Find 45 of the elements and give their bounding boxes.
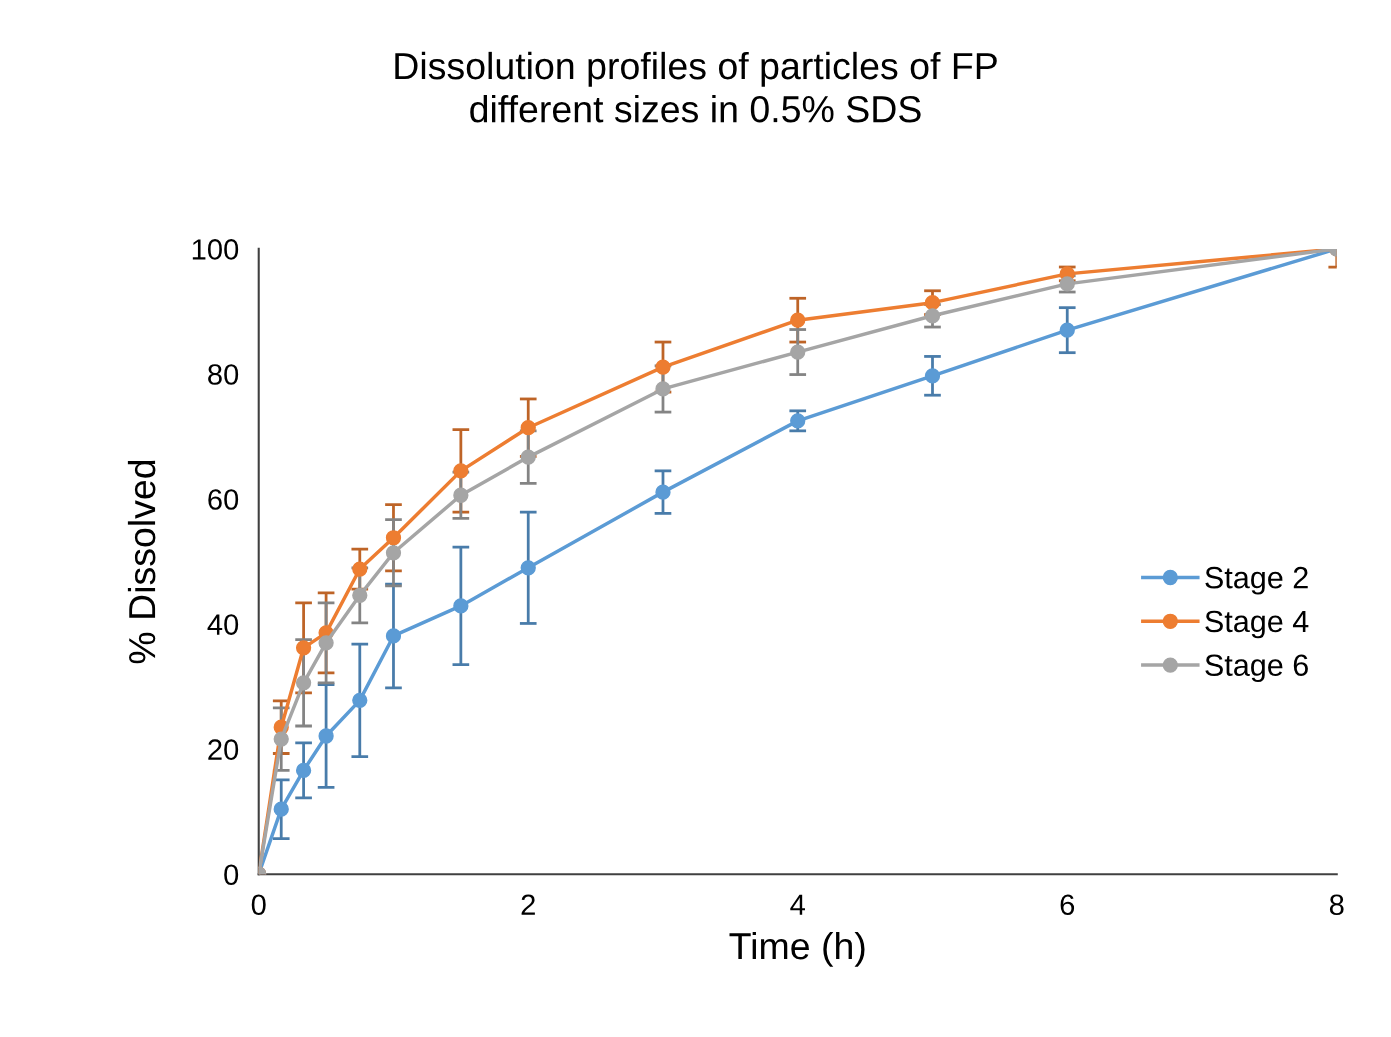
point [453, 463, 469, 479]
point [520, 420, 536, 436]
point [655, 381, 671, 397]
x-tick-label: 4 [790, 894, 805, 915]
point [655, 359, 671, 375]
y-tick-label: 100 [192, 239, 239, 260]
y-tick-label: 0 [224, 864, 239, 886]
point [295, 762, 312, 779]
point [385, 628, 402, 644]
point [453, 487, 469, 503]
point [520, 449, 536, 465]
point [273, 801, 289, 817]
point [520, 560, 536, 576]
point [318, 728, 334, 744]
x-tick-label: 2 [521, 894, 535, 915]
point [924, 368, 941, 384]
x-tick-label: 8 [1329, 894, 1344, 916]
y-tick-label: 40 [207, 614, 239, 635]
y-tick-label: 20 [208, 739, 239, 760]
point [318, 635, 334, 651]
x-axis-title: Time (h) [729, 931, 865, 967]
point [352, 692, 368, 708]
y-tick-label: 80 [208, 364, 239, 385]
x-tick-label: 0 [251, 894, 266, 916]
point [352, 561, 368, 577]
point [790, 312, 806, 328]
x-tick-label: 6 [1060, 894, 1075, 916]
point [385, 545, 402, 561]
point [790, 344, 806, 360]
point [453, 598, 469, 614]
point [295, 675, 312, 691]
point [1059, 322, 1075, 338]
legend-label: Stage 2 [1205, 566, 1308, 595]
point [924, 295, 941, 311]
legend-label: Stage 6 [1205, 654, 1308, 683]
point [385, 530, 402, 546]
y-tick-label: 60 [208, 489, 239, 510]
y-axis-title: % Dissolved [127, 460, 156, 664]
point [295, 640, 312, 656]
chart-title: Dissolution profiles of particles of FP different sizes in 0.5% SDS [395, 51, 997, 123]
legend-label: Stage 4 [1205, 610, 1309, 639]
point [655, 484, 671, 500]
point [924, 308, 941, 324]
point [273, 731, 289, 747]
point [352, 587, 368, 603]
